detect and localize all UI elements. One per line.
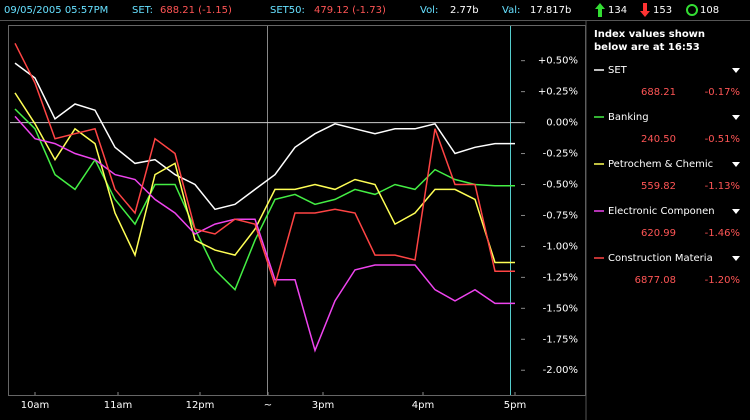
unchanged-icon	[686, 4, 698, 16]
legend-label: Petrochem & Chemic	[608, 159, 713, 170]
y-tick-label: -1.50%	[543, 303, 578, 314]
legend-dropdown	[732, 115, 740, 120]
series-line	[14, 92, 515, 264]
index-value: 6877.08	[635, 275, 676, 286]
legend-dropdown	[732, 256, 740, 261]
set50-label: SET50:	[270, 5, 305, 16]
y-tick-label: 0.00%	[546, 118, 578, 129]
series-line	[14, 62, 515, 211]
y-tick-label: -0.25%	[543, 149, 578, 160]
x-tick-label: 4pm	[412, 400, 434, 411]
legend-label: Banking	[608, 112, 649, 123]
y-tick-label: +0.50%	[538, 56, 578, 67]
index-change: -0.51%	[705, 134, 740, 145]
sidebar-title: below are at 16:53	[594, 42, 700, 53]
sidebar-title: Index values shown	[594, 29, 705, 40]
datetime: 09/05/2005 05:57PM	[4, 5, 108, 16]
legend-dropdown	[732, 162, 740, 167]
vol-label: Vol:	[420, 5, 438, 16]
index-value: 620.99	[641, 228, 676, 239]
legend-label: Construction Materia	[608, 253, 713, 264]
index-value: 688.21	[641, 87, 676, 98]
y-tick-label: +0.25%	[538, 87, 578, 98]
up-arrow	[595, 3, 605, 17]
y-tick-label: -2.00%	[543, 365, 578, 376]
x-tick-label: 3pm	[312, 400, 334, 411]
val-label: Val:	[502, 5, 520, 16]
index-change: -1.20%	[705, 275, 740, 286]
index-value: 559.82	[641, 181, 676, 192]
series-line	[14, 115, 515, 353]
set-value: 688.21 (-1.15)	[160, 5, 232, 16]
index-change: -1.13%	[705, 181, 740, 192]
y-tick-label: -1.00%	[543, 241, 578, 252]
x-tick-label: 10am	[21, 400, 50, 411]
x-tick-label: 11am	[104, 400, 133, 411]
index-value: 240.50	[641, 134, 676, 145]
legend-dropdown	[732, 209, 740, 214]
legend-dropdown	[732, 68, 740, 73]
y-tick-label: -0.75%	[543, 210, 578, 221]
x-tick-label: 12pm	[186, 400, 215, 411]
index-change: -0.17%	[705, 87, 740, 98]
y-tick-label: -1.75%	[543, 334, 578, 345]
set50-value: 479.12 (-1.73)	[314, 5, 386, 16]
index-change: -1.46%	[705, 228, 740, 239]
advances: 134	[608, 5, 627, 16]
y-tick-label: -1.25%	[543, 272, 578, 283]
legend-label: Electronic Componen	[608, 206, 715, 217]
unchanged: 108	[700, 5, 719, 16]
x-tick-label: 5pm	[504, 400, 526, 411]
series-line	[14, 42, 515, 288]
legend-label: SET	[608, 65, 628, 76]
set-label: SET:	[132, 5, 153, 16]
declines: 153	[653, 5, 672, 16]
x-tick-label: ~	[264, 400, 272, 411]
series-line	[14, 108, 515, 292]
vol-value: 2.77b	[450, 5, 479, 16]
val-value: 17.817b	[530, 5, 571, 16]
y-tick-label: -0.50%	[543, 179, 578, 190]
down-arrow	[640, 3, 650, 17]
